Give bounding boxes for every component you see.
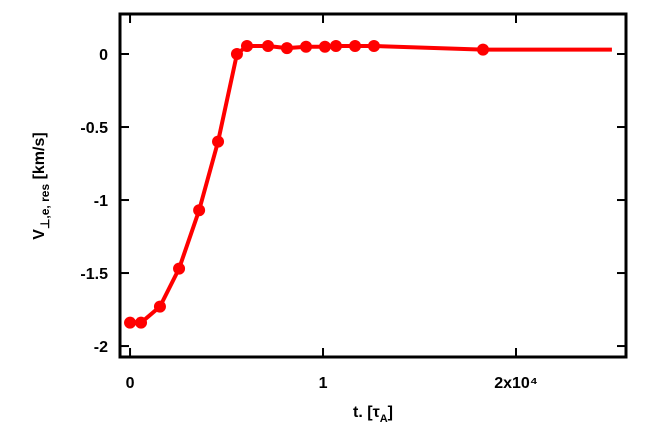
data-point — [262, 39, 275, 52]
y-label-main: V — [31, 229, 48, 240]
x-label-end: ] — [388, 404, 393, 421]
data-point — [173, 262, 186, 275]
x-tick-label: 2x10⁴ — [494, 375, 538, 392]
data-point — [349, 39, 362, 52]
y-axis-label: V⊥,e, res [km/s] — [31, 132, 52, 239]
data-point — [124, 316, 137, 329]
y-tick-label: -0.5 — [80, 120, 108, 137]
data-point — [240, 39, 253, 52]
data-point — [329, 39, 342, 52]
y-tick-label: -1.5 — [80, 266, 108, 283]
data-point — [153, 300, 166, 313]
y-label-sub: ⊥,e, res — [38, 184, 52, 229]
data-point — [477, 43, 489, 56]
x-axis-label: t. [τA] — [353, 404, 393, 425]
y-tick-label: 0 — [99, 47, 108, 64]
y-label-end: [km/s] — [31, 132, 48, 184]
data-point — [318, 40, 331, 53]
data-point — [230, 48, 243, 61]
data-point — [135, 316, 148, 329]
y-tick-label: -1 — [94, 193, 108, 210]
data-point — [193, 204, 206, 217]
plot-frame — [118, 12, 628, 359]
x-tick-label: 0 — [126, 375, 135, 392]
y-tick-label: -2 — [94, 339, 108, 356]
data-point — [300, 40, 313, 53]
data-point — [367, 39, 380, 52]
x-label-sub: A — [380, 413, 388, 425]
x-tick-label: 1 — [319, 375, 328, 392]
x-label-main: t. [τ — [353, 404, 380, 421]
data-point — [212, 135, 225, 148]
data-line — [130, 43, 612, 325]
data-point — [280, 42, 293, 55]
